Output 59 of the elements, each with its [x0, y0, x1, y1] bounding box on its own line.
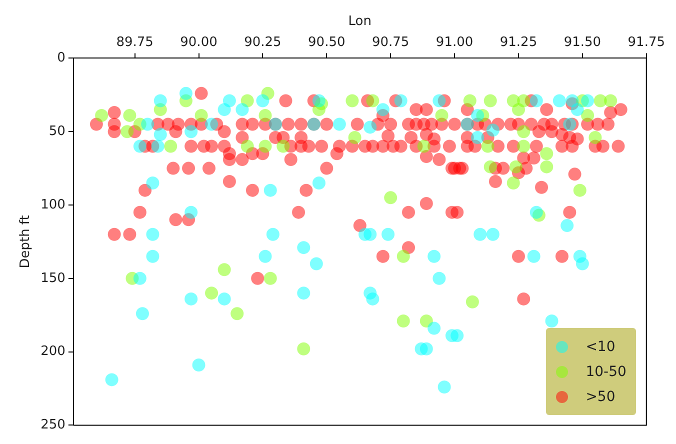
- point: [484, 160, 497, 174]
- point: [230, 307, 244, 320]
- point: [258, 108, 272, 122]
- point: [120, 125, 134, 138]
- x-axis-title: Lon: [348, 14, 372, 30]
- point: [435, 108, 448, 122]
- point: [540, 147, 554, 160]
- y-axis-title: Depth ft: [18, 215, 34, 268]
- point: [348, 130, 362, 144]
- point: [588, 130, 602, 144]
- point: [194, 108, 208, 122]
- y-tick-label: 250: [40, 418, 66, 433]
- x-tick-label: 91.50: [564, 34, 602, 50]
- point: [604, 94, 618, 108]
- y-tick-label: 50: [48, 124, 66, 139]
- point: [396, 314, 410, 328]
- x-tick-label: 90.25: [244, 34, 282, 50]
- legend-label: >50: [586, 388, 616, 405]
- point: [484, 94, 497, 108]
- point: [346, 94, 359, 108]
- point: [164, 140, 178, 153]
- point: [481, 140, 494, 153]
- point: [123, 108, 136, 122]
- point: [466, 295, 479, 308]
- point: [205, 286, 218, 300]
- x-tick-label: 91.25: [500, 34, 538, 50]
- point: [366, 94, 380, 108]
- point: [417, 140, 430, 153]
- point: [509, 160, 522, 174]
- y-tick-label: 150: [40, 270, 66, 286]
- point: [573, 184, 586, 197]
- point: [240, 140, 254, 153]
- point: [512, 103, 525, 116]
- point: [264, 272, 277, 285]
- legend-label: <10: [586, 338, 616, 355]
- point: [396, 250, 410, 263]
- point: [258, 140, 272, 153]
- x-tick-label: 89.75: [116, 34, 154, 50]
- point: [517, 125, 530, 138]
- x-tick-label: 91.75: [628, 34, 665, 50]
- point: [540, 160, 554, 174]
- point: [506, 176, 520, 190]
- x-tick-label: 90.75: [372, 34, 410, 50]
- point: [581, 108, 594, 122]
- point: [276, 140, 290, 153]
- point: [218, 263, 231, 276]
- point: [517, 140, 530, 153]
- point: [95, 108, 108, 122]
- y-tick-label: 200: [40, 344, 66, 360]
- legend-label: 10-50: [586, 364, 626, 380]
- x-tick-label: 90.00: [180, 34, 218, 50]
- x-tick-label: 90.50: [308, 34, 346, 50]
- y-tick-label: 100: [40, 197, 66, 212]
- point: [463, 94, 476, 108]
- point: [297, 342, 310, 356]
- point: [420, 314, 433, 328]
- point: [384, 191, 398, 204]
- x-tick-label: 91.00: [436, 34, 474, 50]
- y-tick-label: 0: [57, 50, 66, 66]
